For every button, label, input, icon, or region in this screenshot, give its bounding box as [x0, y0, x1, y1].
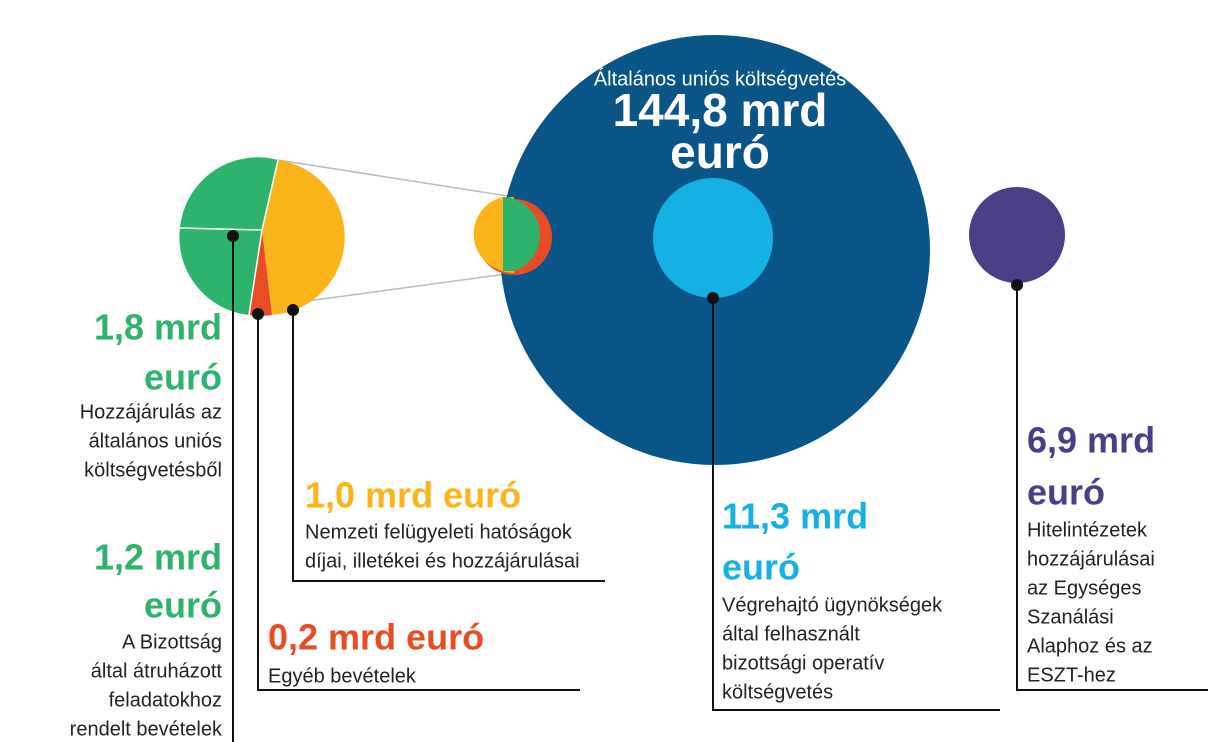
description: bizottsági operatív — [722, 652, 884, 674]
description: Hitelintézetek — [1027, 519, 1148, 541]
budget-title: Általános uniós költségvetés — [594, 67, 846, 90]
amount: euró — [1027, 472, 1105, 513]
connector — [299, 272, 515, 303]
description: díjai, illetékei és hozzájárulásai — [305, 550, 580, 572]
description: A Bizottság — [122, 631, 222, 653]
budget-amount: euró — [670, 126, 770, 178]
description: az Egységes — [1027, 577, 1142, 599]
description: költségvetés — [722, 681, 833, 703]
description: által átruházott — [91, 660, 223, 682]
description: feladatokhoz — [109, 689, 222, 711]
description: Nemzeti felügyeleti hatóságok — [305, 521, 573, 543]
description: rendelt bevételek — [70, 718, 223, 740]
description: ESZT-hez — [1027, 664, 1116, 686]
description: hozzájárulásai — [1027, 548, 1155, 570]
description: által felhasznált — [722, 623, 860, 645]
description: Hozzájárulás az — [80, 401, 222, 423]
description: költségvetésből — [84, 459, 222, 481]
description: Egyéb bevételek — [268, 665, 417, 687]
bank-circle — [969, 187, 1065, 283]
amount: 1,2 mrd — [94, 537, 222, 578]
leaders — [227, 230, 1208, 742]
budget-amount: 144,8 mrd — [613, 84, 828, 136]
amount: 0,2 mrd euró — [268, 617, 484, 658]
amount: 1,8 mrd — [94, 307, 222, 348]
description: Alaphoz és az — [1027, 635, 1153, 657]
amount: 6,9 mrd — [1027, 420, 1155, 461]
description: általános uniós — [89, 430, 222, 452]
amount: 1,0 mrd euró — [305, 475, 521, 516]
agency-circle — [653, 178, 773, 298]
amount: euró — [144, 357, 222, 398]
description: Végrehajtó ügynökségek — [722, 594, 943, 616]
small-pie — [473, 197, 552, 275]
amount: euró — [144, 585, 222, 626]
pie — [179, 157, 345, 316]
description: Szanálási — [1027, 606, 1114, 628]
amount: euró — [722, 547, 800, 588]
connector — [277, 159, 515, 198]
amount: 11,3 mrd — [722, 496, 868, 537]
